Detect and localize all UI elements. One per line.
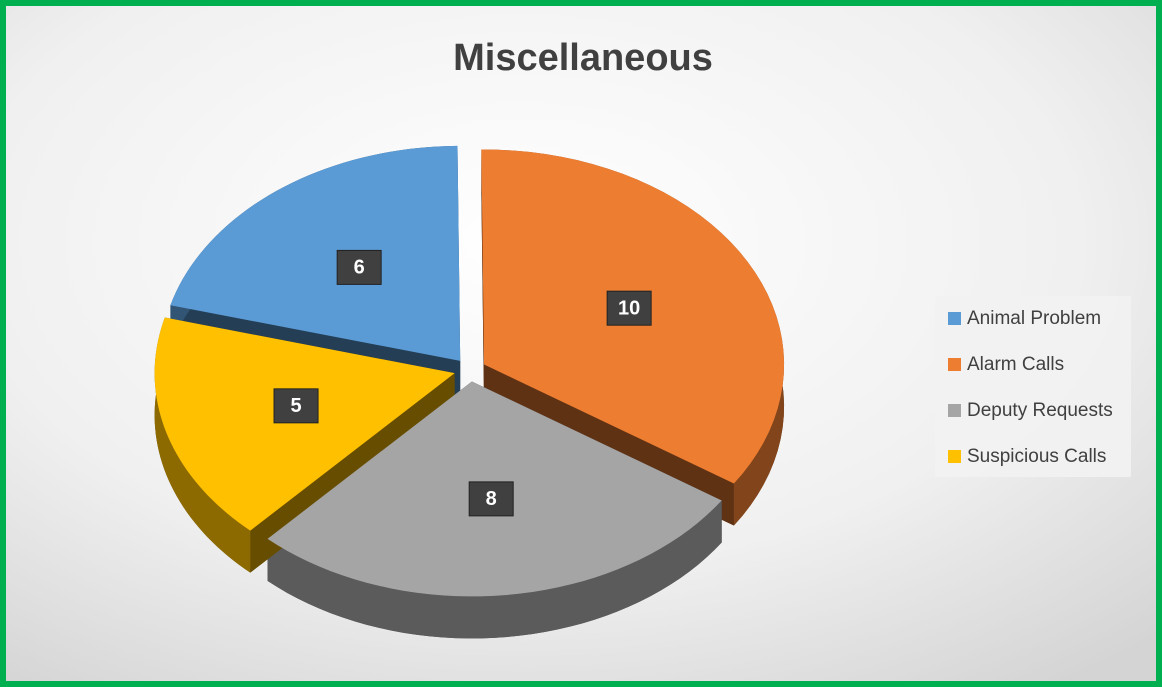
legend-swatch — [948, 450, 961, 463]
legend-swatch — [948, 312, 961, 325]
data-label: 10 — [618, 297, 640, 319]
data-label: 6 — [354, 257, 365, 279]
legend-swatch — [948, 404, 961, 417]
legend-label: Deputy Requests — [967, 400, 1113, 421]
data-label-box — [336, 249, 382, 285]
slice-wall — [267, 500, 722, 639]
slice-side — [481, 149, 485, 407]
chart-title: Miscellaneous — [453, 37, 713, 79]
legend-label: Suspicious Calls — [967, 446, 1106, 467]
slice — [154, 317, 455, 531]
pie: 6 10 8 5 — [154, 145, 785, 639]
legend-label: Alarm Calls — [967, 354, 1064, 375]
legend-swatch — [948, 358, 961, 371]
data-label-box — [273, 388, 319, 424]
slice — [170, 145, 461, 361]
data-label-box — [468, 481, 514, 517]
data-label: 8 — [486, 488, 497, 510]
data-label-box — [606, 290, 652, 326]
legend-label: Animal Problem — [967, 308, 1101, 329]
data-label: 5 — [290, 395, 301, 417]
legend-box — [935, 296, 1131, 477]
legend: Animal Problem Alarm Calls Deputy Requests… — [948, 308, 1113, 467]
